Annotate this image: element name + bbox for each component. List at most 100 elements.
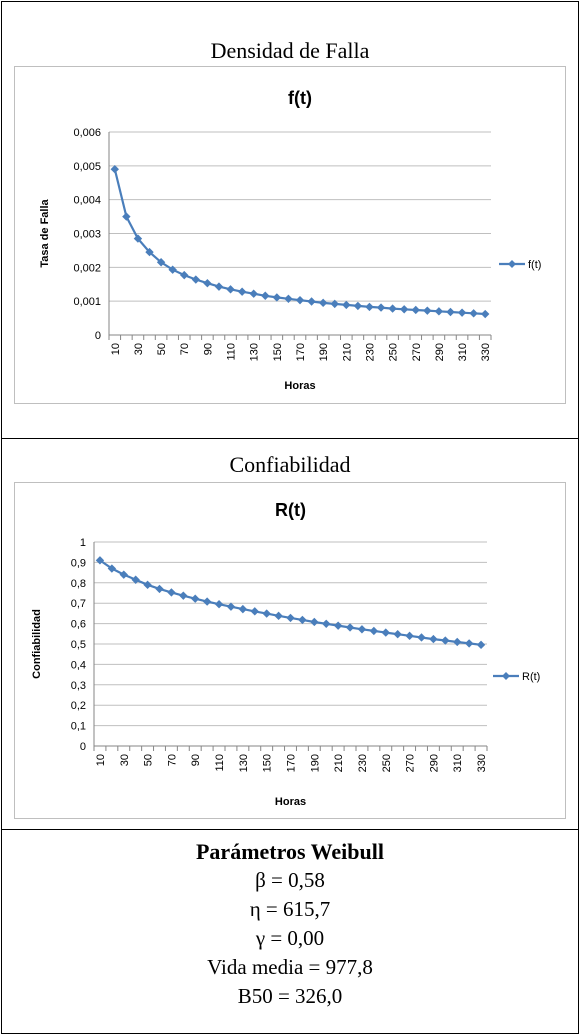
chart-0-ytick-label: 0,005 bbox=[73, 161, 101, 173]
chart-1-data-point bbox=[310, 617, 319, 627]
chart-0-data-point bbox=[434, 307, 444, 316]
chart-1-data-point bbox=[453, 637, 462, 647]
chart-0-data-point bbox=[423, 306, 432, 315]
chart-0-data-point bbox=[191, 275, 201, 284]
chart-0-data-point bbox=[399, 305, 409, 314]
chart-1-xtick-label: 190 bbox=[309, 754, 321, 772]
chart-1-xtick-label: 290 bbox=[428, 754, 440, 772]
chart-1-data-point bbox=[417, 633, 426, 642]
chart-1-xtick-label: 90 bbox=[190, 754, 202, 766]
chart-0-data-point bbox=[318, 298, 328, 308]
chart-0-ytick-label: 0,001 bbox=[73, 296, 101, 308]
param-mean-life: Vida media = 977,8 bbox=[207, 955, 373, 979]
chart-0-x-axis-label: Horas bbox=[284, 380, 315, 392]
chart-1-data-point bbox=[167, 588, 176, 597]
chart-0-legend-marker bbox=[508, 260, 516, 268]
chart-1-data-point bbox=[333, 621, 343, 630]
chart-1-data-point bbox=[369, 626, 379, 636]
chart-1-data-point bbox=[429, 634, 438, 644]
chart-1-data-point bbox=[226, 602, 236, 611]
chart-1-data-point bbox=[262, 609, 271, 618]
chart-0-xtick-label: 30 bbox=[133, 343, 145, 355]
chart-0-data-point bbox=[307, 297, 316, 306]
chart-0-data-point bbox=[469, 309, 478, 318]
density-chart: f(t) 0 0,001 0,002 0,003 0,004 0,005 0,006 10 30 5… bbox=[39, 88, 541, 392]
chart-1-series-line bbox=[99, 559, 482, 646]
chart-0-data-point bbox=[353, 301, 363, 311]
reliability-section-title: Confiabilidad bbox=[229, 452, 351, 477]
chart-1-data-point bbox=[441, 636, 450, 645]
chart-0-data-point bbox=[457, 308, 467, 317]
chart-0-xtick-label: 90 bbox=[202, 343, 214, 355]
chart-0-data-point bbox=[365, 302, 374, 312]
chart-0-data-point bbox=[180, 270, 189, 280]
chart-0-data-point bbox=[388, 304, 397, 313]
chart-1-xtick-label: 270 bbox=[405, 754, 417, 772]
chart-1-ytick-label: 0,4 bbox=[71, 659, 86, 671]
chart-1-data-point bbox=[345, 623, 355, 632]
chart-1-data-point bbox=[298, 615, 307, 625]
chart-0-xtick-label: 290 bbox=[434, 343, 446, 361]
chart-0-data-point bbox=[411, 305, 420, 315]
chart-0-title: f(t) bbox=[288, 88, 312, 108]
param-eta: η = 615,7 bbox=[249, 897, 331, 921]
chart-1-data-point bbox=[191, 594, 200, 603]
chart-1-ytick-label: 1 bbox=[80, 537, 86, 549]
chart-1-data-point bbox=[464, 639, 474, 648]
chart-0-xtick-label: 330 bbox=[480, 343, 492, 361]
density-chart-frame: f(t) 0 0,001 0,002 0,003 0,004 0,005 0,006 10 30 5… bbox=[14, 66, 566, 404]
chart-0-xtick-label: 310 bbox=[457, 343, 469, 361]
chart-1-data-point bbox=[179, 591, 188, 600]
chart-0-data-point bbox=[203, 279, 212, 288]
chart-1-xtick-label: 130 bbox=[238, 754, 250, 772]
chart-1-data-point bbox=[322, 619, 331, 629]
chart-1-data-point bbox=[250, 607, 259, 616]
chart-0-xtick-label: 150 bbox=[272, 343, 284, 361]
density-cell: Densidad de Falla f(t) 0 0,001 0,002 0,003 0,… bbox=[2, 2, 578, 439]
density-section-title: Densidad de Falla bbox=[210, 38, 370, 63]
chart-0-data-point bbox=[133, 234, 143, 243]
chart-0-ytick-label: 0,003 bbox=[73, 229, 101, 241]
reliability-chart-frame: R(t) 0 0,1 0,2 0,3 0,4 0,5 0,6 0,7 0,8 0,9 1 10 30 50 7… bbox=[14, 482, 566, 819]
chart-0-xtick-label: 170 bbox=[295, 343, 307, 361]
chart-1-ytick-label: 0,9 bbox=[71, 557, 86, 569]
chart-0-data-point bbox=[214, 282, 224, 291]
param-b50: B50 = 326,0 bbox=[237, 984, 343, 1008]
chart-0-data-point bbox=[110, 165, 119, 174]
chart-1-data-point bbox=[143, 580, 152, 590]
chart-0-legend-label: f(t) bbox=[528, 259, 541, 271]
chart-1-ytick-label: 0,1 bbox=[71, 721, 86, 733]
chart-1-xtick-label: 10 bbox=[95, 754, 107, 766]
weibull-params: Parámetros Weibull β = 0,58 η = 615,7 γ … bbox=[2, 834, 578, 1011]
chart-1-xtick-label: 50 bbox=[143, 754, 155, 766]
chart-0-ytick-label: 0 bbox=[95, 330, 101, 342]
chart-1-ytick-label: 0,6 bbox=[71, 619, 86, 631]
chart-0-data-point bbox=[481, 309, 490, 319]
chart-0-data-point bbox=[249, 289, 258, 298]
chart-0-data-point bbox=[295, 295, 305, 305]
chart-1-ytick-label: 0,8 bbox=[71, 578, 86, 590]
chart-1-xtick-label: 330 bbox=[476, 754, 488, 772]
chart-1-data-point bbox=[286, 613, 295, 623]
chart-1-xtick-label: 210 bbox=[333, 754, 345, 772]
chart-1-legend-marker bbox=[502, 672, 510, 680]
chart-1-title: R(t) bbox=[275, 500, 306, 520]
chart-1-data-point bbox=[381, 628, 390, 637]
chart-0-xtick-label: 230 bbox=[364, 343, 376, 361]
chart-1-xtick-label: 230 bbox=[357, 754, 369, 772]
chart-1-data-point bbox=[202, 597, 212, 606]
chart-1-data-point bbox=[405, 631, 414, 641]
chart-1-xtick-label: 170 bbox=[286, 754, 298, 772]
chart-0-data-point bbox=[376, 303, 386, 312]
chart-0-xtick-label: 50 bbox=[156, 343, 168, 355]
chart-1-xtick-label: 110 bbox=[214, 754, 226, 772]
chart-0-xtick-label: 190 bbox=[318, 343, 330, 361]
chart-1-data-point bbox=[476, 640, 486, 650]
chart-0-data-point bbox=[284, 294, 293, 303]
chart-1-xtick-label: 30 bbox=[119, 754, 131, 766]
chart-0-data-point bbox=[122, 212, 131, 221]
chart-0-xtick-label: 210 bbox=[341, 343, 353, 361]
chart-1-data-point bbox=[131, 575, 140, 584]
chart-0-xtick-label: 270 bbox=[411, 343, 423, 361]
